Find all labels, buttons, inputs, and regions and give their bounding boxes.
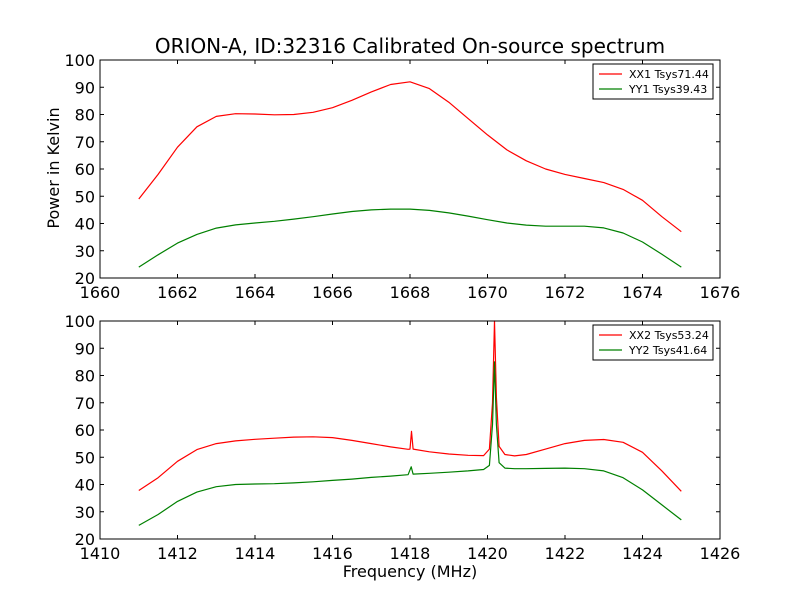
bottom-plot-lines	[138, 320, 682, 526]
y-tick-label: 20	[75, 269, 95, 288]
top-plot-legend: XX1 Tsys71.44 YY1 Tsys39.43	[592, 63, 714, 100]
y-tick-label: 50	[75, 187, 95, 206]
y-tick-label: 90	[75, 78, 95, 97]
legend-box	[592, 324, 714, 361]
y-tick-label: 90	[75, 339, 95, 358]
y-tick-label: 100	[64, 51, 95, 70]
y-tick-label: 40	[75, 215, 95, 234]
top-plot: 1660 1662 1664 1666 1668 1670 1672 1674 1676 20 30…	[64, 51, 740, 302]
series-line-yy2-tsys41-64	[138, 361, 682, 526]
x-tick-label: 1416	[312, 544, 353, 563]
top-plot-ticks: 1660 1662 1664 1666 1668 1670 1672 1674 1676 20 30…	[64, 51, 740, 302]
legend-label-xx2: XX2 Tsys53.24	[629, 329, 709, 342]
y-axis-label: Power in Kelvin	[44, 107, 63, 228]
x-tick-label: 1668	[390, 283, 431, 302]
x-tick-label: 1420	[467, 544, 508, 563]
y-tick-label: 80	[75, 106, 95, 125]
x-tick-label: 1674	[622, 283, 663, 302]
y-tick-label: 30	[75, 503, 95, 522]
x-tick-label: 1426	[700, 544, 741, 563]
x-tick-label: 1662	[157, 283, 198, 302]
series-line-yy1-tsys39-43	[138, 208, 682, 268]
legend-label-xx1: XX1 Tsys71.44	[629, 68, 709, 81]
x-axis-label: Frequency (MHz)	[343, 562, 477, 581]
y-tick-label: 30	[75, 242, 95, 261]
top-plot-lines	[138, 81, 682, 268]
bottom-plot-ticks: 1410 1412 1414 1416 1418 1420 1422 1424 1426 20 30…	[64, 312, 740, 563]
y-tick-label: 100	[64, 312, 95, 331]
bottom-plot: 1410 1412 1414 1416 1418 1420 1422 1424 1426 20 30…	[64, 312, 740, 563]
x-tick-label: 1672	[545, 283, 586, 302]
legend-box	[592, 63, 714, 100]
y-tick-label: 60	[75, 160, 95, 179]
x-tick-label: 1660	[80, 283, 121, 302]
x-tick-label: 1664	[235, 283, 276, 302]
x-tick-label: 1418	[390, 544, 431, 563]
y-tick-label: 50	[75, 448, 95, 467]
y-tick-label: 70	[75, 133, 95, 152]
legend-label-yy2: YY2 Tsys41.64	[628, 344, 707, 357]
y-tick-label: 70	[75, 394, 95, 413]
x-tick-label: 1412	[157, 544, 198, 563]
y-tick-label: 60	[75, 421, 95, 440]
y-tick-label: 80	[75, 367, 95, 386]
x-tick-label: 1414	[235, 544, 276, 563]
x-tick-label: 1422	[545, 544, 586, 563]
bottom-plot-legend: XX2 Tsys53.24 YY2 Tsys41.64	[592, 324, 714, 361]
x-tick-label: 1676	[700, 283, 741, 302]
legend-label-yy1: YY1 Tsys39.43	[628, 83, 707, 96]
series-line-xx1-tsys71-44	[138, 81, 682, 233]
y-tick-label: 40	[75, 476, 95, 495]
chart-title: ORION-A, ID:32316 Calibrated On-source s…	[155, 34, 665, 58]
x-tick-label: 1410	[80, 544, 121, 563]
x-tick-label: 1424	[622, 544, 663, 563]
series-line-xx2-tsys53-24	[138, 320, 682, 492]
x-tick-label: 1666	[312, 283, 353, 302]
y-tick-label: 20	[75, 530, 95, 549]
x-tick-label: 1670	[467, 283, 508, 302]
